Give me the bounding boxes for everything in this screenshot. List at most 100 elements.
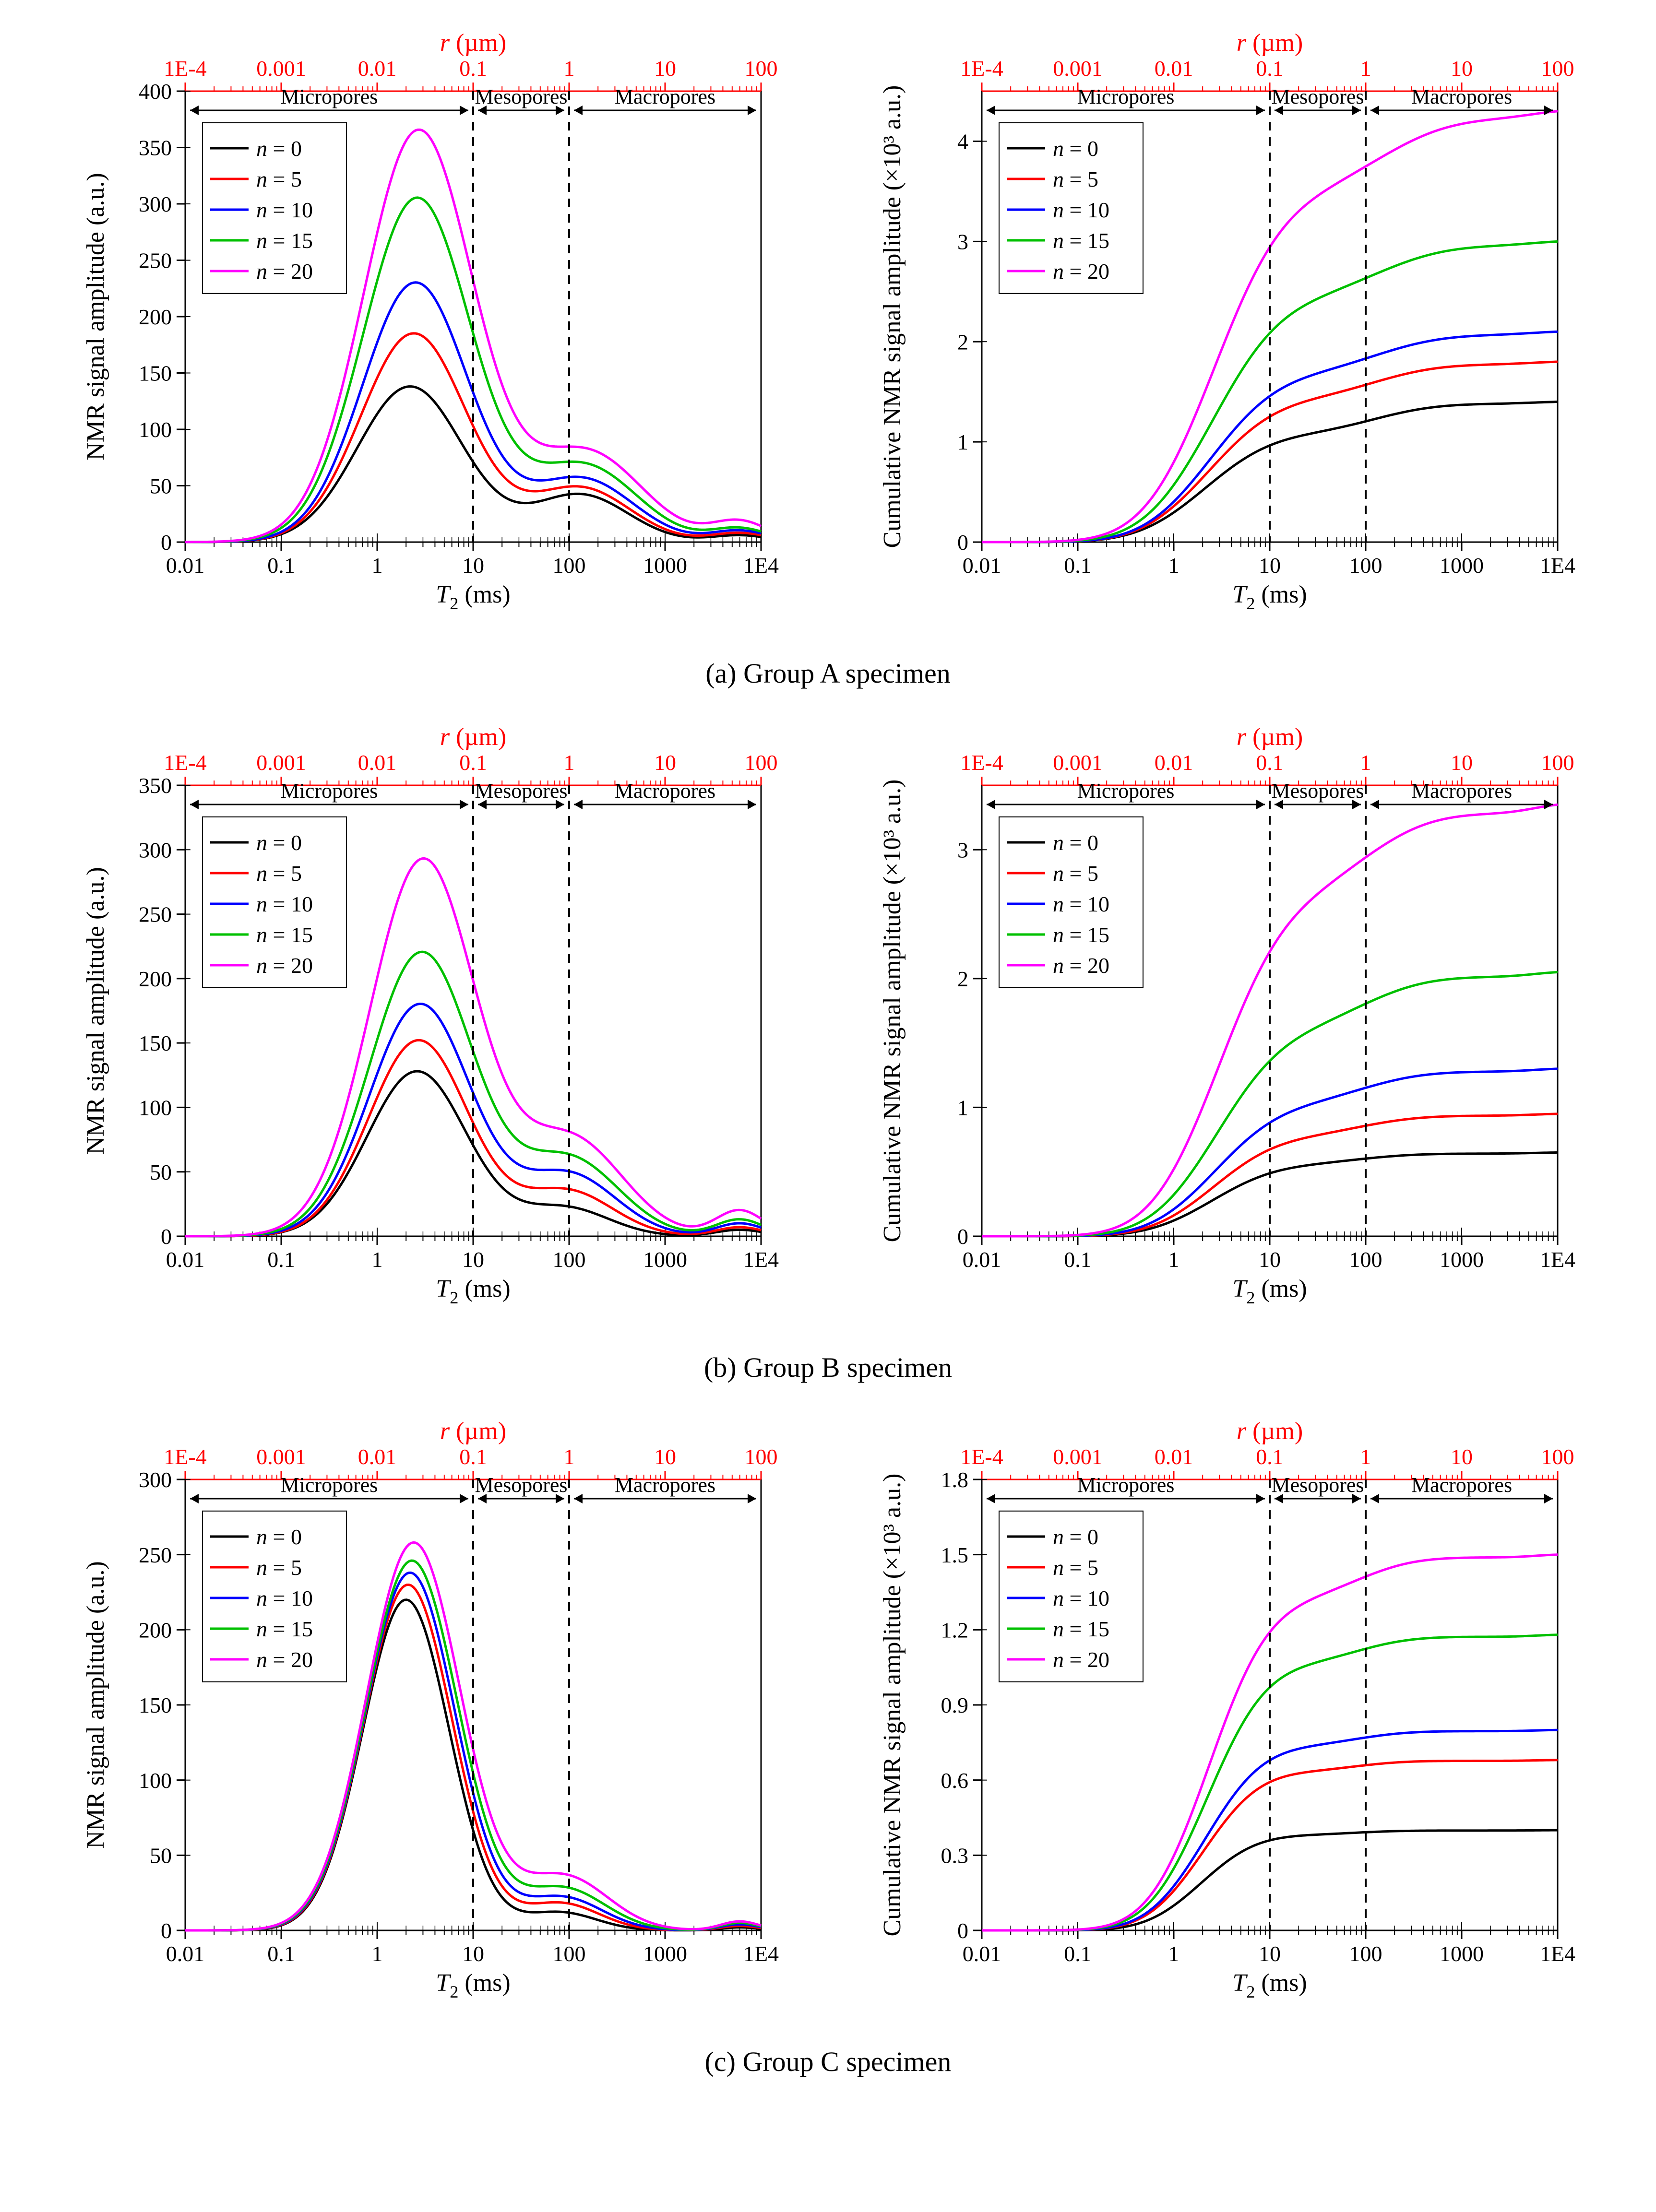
svg-text:1: 1 xyxy=(1168,1941,1179,1966)
svg-text:100: 100 xyxy=(1349,1941,1382,1966)
caption-b: (b) Group B specimen xyxy=(0,1351,1656,1384)
svg-text:1E4: 1E4 xyxy=(1539,1941,1575,1966)
svg-text:50: 50 xyxy=(150,474,172,498)
svg-text:1000: 1000 xyxy=(643,1941,687,1966)
svg-text:n = 15: n = 15 xyxy=(1053,1617,1109,1641)
svg-text:T2 (ms): T2 (ms) xyxy=(1232,1275,1307,1307)
svg-text:1E4: 1E4 xyxy=(1539,1247,1575,1272)
svg-text:1000: 1000 xyxy=(1440,553,1484,578)
svg-text:100: 100 xyxy=(1349,553,1382,578)
svg-text:1: 1 xyxy=(957,1096,968,1120)
svg-text:0.001: 0.001 xyxy=(1053,56,1103,81)
svg-text:1: 1 xyxy=(563,56,574,81)
svg-text:Mesopores: Mesopores xyxy=(475,85,567,108)
svg-text:r (µm): r (µm) xyxy=(440,723,506,751)
svg-text:Macropores: Macropores xyxy=(1411,779,1512,803)
svg-text:10: 10 xyxy=(462,553,484,578)
svg-text:10: 10 xyxy=(1451,1444,1473,1469)
svg-text:T2 (ms): T2 (ms) xyxy=(436,581,510,613)
svg-text:0.001: 0.001 xyxy=(256,56,306,81)
svg-text:n = 10: n = 10 xyxy=(1053,1586,1109,1610)
row-b: 0.010.111010010001E4T2 (ms)1E-40.0010.01… xyxy=(0,723,1656,1337)
svg-text:10: 10 xyxy=(1259,1941,1281,1966)
svg-text:0.1: 0.1 xyxy=(267,553,295,578)
svg-text:0.01: 0.01 xyxy=(962,1941,1001,1966)
svg-text:1: 1 xyxy=(957,430,968,454)
svg-text:n = 20: n = 20 xyxy=(1053,259,1109,284)
chart-c_right: 0.010.111010010001E4T2 (ms)1E-40.0010.01… xyxy=(857,1417,1596,2031)
svg-text:Macropores: Macropores xyxy=(614,85,715,108)
svg-text:n = 0: n = 0 xyxy=(1053,136,1098,161)
svg-text:0.01: 0.01 xyxy=(1154,56,1193,81)
svg-text:n = 10: n = 10 xyxy=(256,198,313,222)
svg-text:10: 10 xyxy=(1259,1247,1281,1272)
panel-b-right: 0.010.111010010001E4T2 (ms)1E-40.0010.01… xyxy=(857,723,1596,1337)
svg-text:Micropores: Micropores xyxy=(280,779,378,803)
svg-text:0.3: 0.3 xyxy=(941,1843,968,1868)
svg-text:400: 400 xyxy=(139,79,172,104)
svg-text:n = 0: n = 0 xyxy=(1053,1525,1098,1549)
svg-text:1: 1 xyxy=(371,1941,382,1966)
svg-text:Micropores: Micropores xyxy=(280,85,378,108)
svg-text:100: 100 xyxy=(552,1247,585,1272)
svg-text:1E-4: 1E-4 xyxy=(164,750,206,775)
svg-text:200: 200 xyxy=(139,1618,172,1642)
svg-text:1: 1 xyxy=(1168,553,1179,578)
page: 0.010.111010010001E4T2 (ms)1E-40.0010.01… xyxy=(0,0,1656,2130)
svg-text:1E4: 1E4 xyxy=(1539,553,1575,578)
svg-text:100: 100 xyxy=(744,750,777,775)
svg-text:n = 20: n = 20 xyxy=(1053,953,1109,978)
svg-text:1E-4: 1E-4 xyxy=(960,750,1003,775)
svg-text:3: 3 xyxy=(957,838,968,862)
svg-text:0: 0 xyxy=(957,530,968,555)
svg-text:Micropores: Micropores xyxy=(1077,779,1174,803)
svg-text:0.1: 0.1 xyxy=(1256,56,1284,81)
svg-text:100: 100 xyxy=(1541,56,1574,81)
svg-text:n = 20: n = 20 xyxy=(256,259,313,284)
svg-text:1: 1 xyxy=(563,1444,574,1469)
svg-text:r (µm): r (µm) xyxy=(1236,29,1302,57)
svg-text:3: 3 xyxy=(957,229,968,254)
svg-text:Mesopores: Mesopores xyxy=(475,779,567,803)
svg-text:r (µm): r (µm) xyxy=(1236,723,1302,751)
svg-text:n = 15: n = 15 xyxy=(1053,228,1109,253)
svg-text:n = 0: n = 0 xyxy=(256,830,302,855)
svg-text:0.01: 0.01 xyxy=(166,1941,204,1966)
svg-text:50: 50 xyxy=(150,1843,172,1868)
svg-text:100: 100 xyxy=(552,553,585,578)
svg-text:n = 20: n = 20 xyxy=(1053,1647,1109,1672)
svg-text:0: 0 xyxy=(161,1918,172,1943)
svg-text:300: 300 xyxy=(139,192,172,216)
svg-text:100: 100 xyxy=(1349,1247,1382,1272)
svg-text:n = 5: n = 5 xyxy=(256,861,302,886)
chart-b_left: 0.010.111010010001E4T2 (ms)1E-40.0010.01… xyxy=(60,723,799,1337)
svg-text:0.1: 0.1 xyxy=(1064,1247,1092,1272)
svg-text:0.001: 0.001 xyxy=(256,750,306,775)
panel-c-right: 0.010.111010010001E4T2 (ms)1E-40.0010.01… xyxy=(857,1417,1596,2031)
svg-text:0.01: 0.01 xyxy=(357,1444,396,1469)
svg-text:1E-4: 1E-4 xyxy=(164,56,206,81)
svg-text:n = 10: n = 10 xyxy=(1053,892,1109,916)
svg-text:0: 0 xyxy=(161,530,172,555)
svg-text:NMR signal amplitude (a.u.): NMR signal amplitude (a.u.) xyxy=(82,867,109,1154)
svg-text:0.9: 0.9 xyxy=(941,1693,968,1717)
svg-text:n = 15: n = 15 xyxy=(256,228,313,253)
svg-text:n = 15: n = 15 xyxy=(256,923,313,947)
svg-text:n = 10: n = 10 xyxy=(1053,198,1109,222)
svg-text:T2 (ms): T2 (ms) xyxy=(1232,1969,1307,2001)
svg-text:T2 (ms): T2 (ms) xyxy=(436,1969,510,2001)
svg-text:10: 10 xyxy=(462,1941,484,1966)
svg-text:Macropores: Macropores xyxy=(614,779,715,803)
svg-text:1: 1 xyxy=(371,553,382,578)
svg-text:0.001: 0.001 xyxy=(1053,750,1103,775)
svg-text:100: 100 xyxy=(139,417,172,442)
svg-text:100: 100 xyxy=(744,56,777,81)
svg-text:1000: 1000 xyxy=(1440,1247,1484,1272)
svg-text:0.1: 0.1 xyxy=(459,1444,487,1469)
svg-text:1E-4: 1E-4 xyxy=(960,56,1003,81)
svg-text:NMR signal amplitude (a.u.): NMR signal amplitude (a.u.) xyxy=(82,1561,109,1848)
svg-text:1: 1 xyxy=(563,750,574,775)
svg-text:0.1: 0.1 xyxy=(1064,553,1092,578)
svg-text:0.01: 0.01 xyxy=(962,1247,1001,1272)
svg-text:1: 1 xyxy=(1360,56,1371,81)
